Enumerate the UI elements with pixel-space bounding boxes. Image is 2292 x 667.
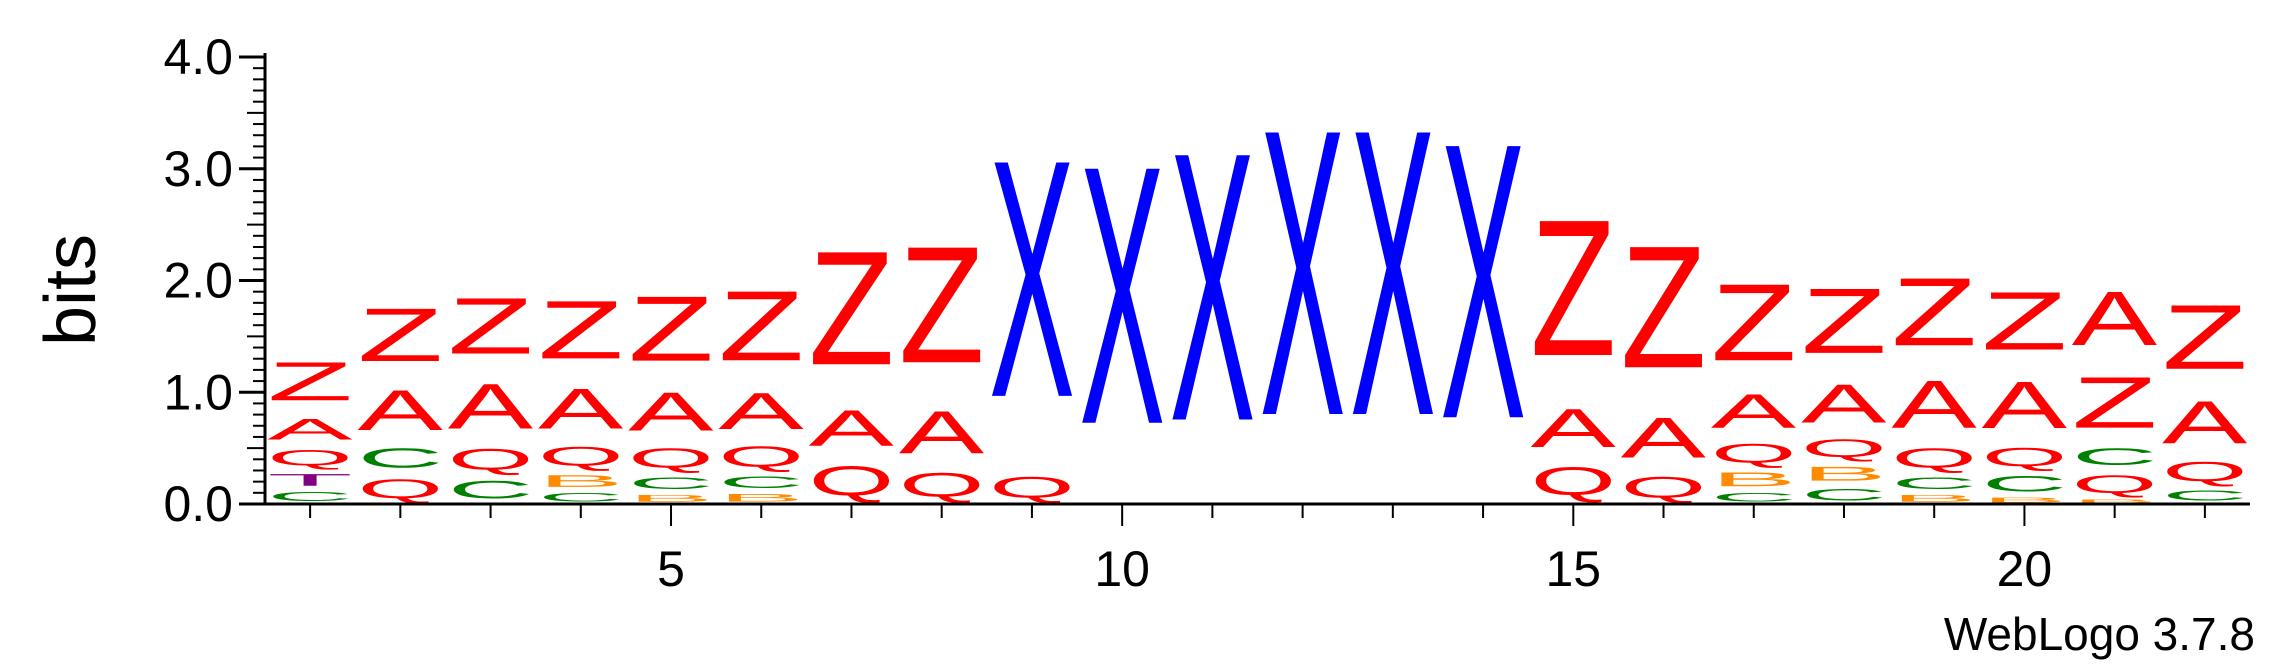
logo-letter-C-pos-19: C [1891, 474, 1977, 493]
logo-letter-Q-pos-16: Q [1621, 471, 1707, 504]
logo-letter-A-pos-1: A [267, 412, 352, 446]
logo-letter-A-pos-18: A [1801, 373, 1887, 434]
logo-letter-Z-pos-19: Z [1891, 258, 1977, 366]
logo-letter-X-pos-11: X [1170, 72, 1256, 501]
logo-letter-A-pos-21: A [2072, 276, 2158, 362]
logo-letter-C-pos-17: C [1711, 491, 1797, 504]
logo-letter-Q-pos-17: Q [1711, 438, 1797, 468]
logo-letter-Z-pos-21: Z [2072, 362, 2158, 443]
logo-letter-Z-pos-18: Z [1801, 269, 1887, 373]
logo-letter-X-pos-12: X [1260, 46, 1346, 502]
logo-letter-Q-pos-7: Q [809, 457, 895, 504]
logo-letter-C-pos-4: C [538, 491, 624, 504]
logo-letter-C-pos-3: C [448, 476, 534, 504]
logo-letter-Z-pos-6: Z [718, 270, 804, 381]
logo-letter-Q-pos-22: Q [2162, 456, 2248, 487]
logo-letter-A-pos-16: A [1621, 406, 1707, 471]
logo-letter-C-pos-22: C [2162, 487, 2248, 504]
logo-letter-B-pos-4: B [538, 472, 624, 491]
y-tick-label: 2.0 [163, 253, 233, 309]
logo-letter-Q-pos-4: Q [538, 441, 624, 471]
logo-letter-A-pos-7: A [809, 400, 894, 457]
logo-letter-Z-pos-16: Z [1621, 210, 1707, 405]
logo-letter-T-pos-1: T [267, 471, 353, 490]
logo-letter-C-pos-2: C [357, 443, 443, 474]
x-tick-label: 10 [1094, 541, 1150, 597]
y-tick-label: 4.0 [163, 29, 233, 85]
logo-letter-A-pos-3: A [448, 371, 534, 442]
x-axis: 5 10 15 20 [265, 502, 2250, 597]
logo-letter-Q-pos-21: Q [2072, 470, 2158, 498]
logo-letter-A-pos-2: A [357, 378, 443, 443]
logo-letter-B-pos-19: B [1891, 493, 1977, 504]
logo-letter-Q-pos-8: Q [899, 466, 985, 504]
logo-letter-A-pos-6: A [718, 382, 803, 440]
logo-letter-C-pos-20: C [1982, 472, 2068, 496]
logo-letter-Q-pos-6: Q [718, 440, 804, 472]
logo-letter-C-pos-6: C [718, 473, 804, 492]
logo-letter-Z-pos-7: Z [809, 219, 895, 400]
logo-letter-Z-pos-15: Z [1530, 178, 1616, 396]
logo-letter-A-pos-8: A [899, 399, 985, 466]
logo-letter-A-pos-20: A [1982, 368, 2067, 443]
logo-letter-B-pos-21: B [2072, 498, 2158, 504]
logo-letter-Q-pos-9: Q [989, 471, 1075, 504]
logo-letter-Z-pos-8: Z [899, 212, 985, 398]
logo-letter-Q-pos-1: Q [267, 446, 353, 471]
logo-letter-B-pos-20: B [1982, 496, 2068, 504]
logo-letter-C-pos-18: C [1801, 485, 1887, 504]
logo-letter-Q-pos-2: Q [357, 474, 443, 504]
y-tick-label: 3.0 [163, 141, 233, 197]
logo-letter-A-pos-17: A [1711, 385, 1797, 438]
logo-letter-A-pos-15: A [1530, 398, 1616, 459]
logo-letter-Q-pos-15: Q [1530, 459, 1616, 504]
logo-letter-X-pos-10: X [1079, 89, 1165, 502]
logo-letter-Z-pos-17: Z [1711, 261, 1797, 384]
logo-letter-Q-pos-18: Q [1801, 435, 1887, 463]
logo-letter-C-pos-5: C [628, 474, 714, 493]
logo-letter-C-pos-21: C [2072, 444, 2158, 471]
y-tick-label: 0.0 [163, 476, 233, 532]
y-axis: 0.0 1.0 2.0 3.0 4.0 [163, 29, 267, 532]
logo-letter-A-pos-4: A [538, 377, 624, 442]
logo-letter-Z-pos-4: Z [538, 284, 624, 376]
logo-letter-X-pos-13: X [1350, 46, 1436, 502]
logo-letter-B-pos-18: B [1801, 463, 1887, 485]
logo-letter-Z-pos-1: Z [267, 351, 353, 412]
logo-letter-Q-pos-19: Q [1891, 443, 1977, 474]
logo-letter-Z-pos-20: Z [1982, 275, 2068, 367]
y-tick-label: 1.0 [163, 364, 233, 420]
y-axis-label: bits [31, 234, 111, 346]
logo-letter-Z-pos-22: Z [2162, 287, 2248, 389]
logo-letter-B-pos-17: B [1711, 468, 1797, 490]
x-tick-label: 5 [657, 541, 685, 597]
logo-letter-Q-pos-20: Q [1982, 443, 2068, 472]
logo-letter-Z-pos-5: Z [628, 277, 714, 381]
x-tick-label: 20 [1997, 541, 2053, 597]
logo-letter-B-pos-6: B [718, 492, 804, 504]
logo-letter-X-pos-14: X [1440, 62, 1526, 502]
logo-letter-B-pos-5: B [628, 493, 714, 504]
logo-letter-A-pos-19: A [1891, 366, 1977, 442]
logo-letter-A-pos-5: A [628, 381, 714, 442]
logo-letter-Z-pos-3: Z [448, 282, 534, 371]
logo-letter-Z-pos-2: Z [357, 292, 443, 377]
logo-letter-Q-pos-3: Q [448, 443, 534, 476]
logo-letter-C-pos-1: C [267, 489, 353, 503]
weblogo-credit: WebLogo 3.7.8 [1944, 608, 2255, 660]
logo-letter-A-pos-22: A [2162, 389, 2248, 456]
x-tick-label: 15 [1545, 541, 1601, 597]
logo-letter-Q-pos-5: Q [628, 443, 714, 474]
logo-letter-X-pos-9: X [989, 90, 1075, 468]
